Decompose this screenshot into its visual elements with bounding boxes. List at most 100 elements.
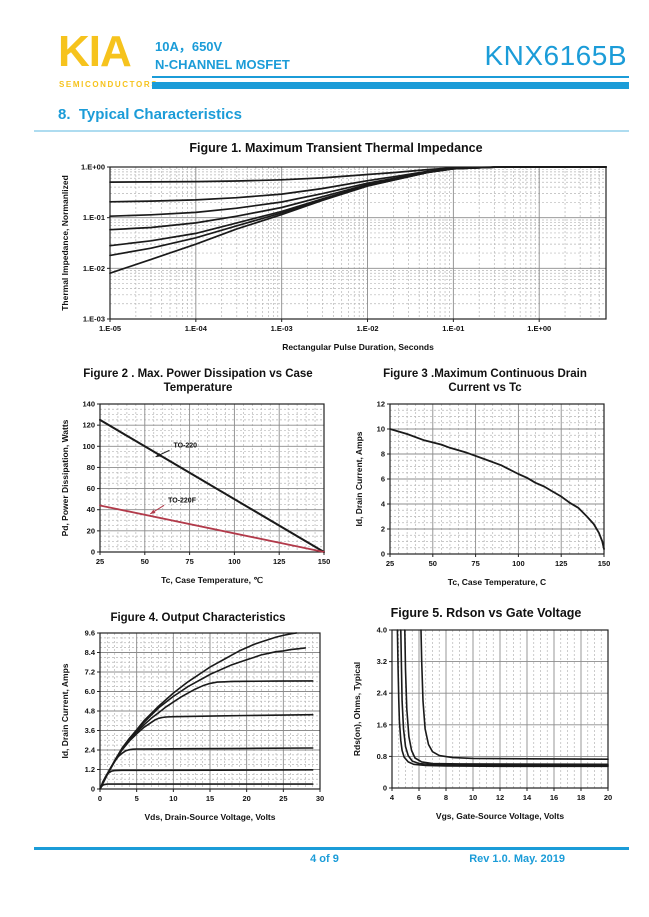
svg-text:25: 25 <box>279 794 287 803</box>
part-number: KNX6165B <box>484 40 627 71</box>
svg-text:2: 2 <box>381 524 385 533</box>
footer-page-number: 4 of 9 <box>310 853 339 865</box>
svg-text:1.E-04: 1.E-04 <box>185 324 208 333</box>
svg-text:1.E-01: 1.E-01 <box>442 324 464 333</box>
fig5-svg: 4 6 8 10 12 14 16 18 20 0 0.8 1.6 2.4 3.2 4.0 Vgs, Gate… <box>352 625 612 821</box>
svg-text:1.E-03: 1.E-03 <box>271 324 293 333</box>
footer-rule <box>34 847 629 850</box>
svg-text:1.E-01: 1.E-01 <box>83 213 105 222</box>
svg-text:125: 125 <box>555 559 568 568</box>
svg-text:1.E-05: 1.E-05 <box>99 324 121 333</box>
svg-text:Id, Drain Current, Amps: Id, Drain Current, Amps <box>354 431 364 526</box>
svg-text:8.4: 8.4 <box>85 648 96 657</box>
section-title: 8. Typical Characteristics <box>58 106 242 123</box>
svg-text:75: 75 <box>185 557 193 566</box>
svg-text:Id, Drain Current, Amps: Id, Drain Current, Amps <box>60 664 70 759</box>
svg-text:2.4: 2.4 <box>85 746 96 755</box>
header-thin-rule <box>152 76 629 78</box>
svg-text:50: 50 <box>429 559 437 568</box>
svg-text:10: 10 <box>377 424 385 433</box>
svg-text:50: 50 <box>141 557 149 566</box>
figure-5: Figure 5. Rdson vs Gate Voltage 4 6 8 10 12 1… <box>350 606 622 824</box>
svg-text:7.2: 7.2 <box>85 668 95 677</box>
svg-text:100: 100 <box>82 442 95 451</box>
svg-text:3.2: 3.2 <box>377 657 387 666</box>
svg-text:9.6: 9.6 <box>85 629 95 638</box>
svg-text:4.0: 4.0 <box>377 625 387 634</box>
header-bar <box>152 82 629 89</box>
kia-logo: KIA <box>58 27 132 76</box>
svg-text:Thermal Impedance, Normanlized: Thermal Impedance, Normanlized <box>60 175 70 311</box>
svg-text:1.2: 1.2 <box>85 765 95 774</box>
svg-text:TO-220: TO-220 <box>173 442 197 449</box>
svg-text:0: 0 <box>98 794 102 803</box>
figure-2-chart: 25 50 75 100 125 150 0 20 40 60 80 100 120 140 Tc, Cas… <box>58 398 338 588</box>
svg-text:10: 10 <box>469 793 477 802</box>
fig3-svg: 25 50 75 100 125 150 0 2 4 6 8 10 12 Tc, Case Tempera… <box>354 399 610 587</box>
svg-text:15: 15 <box>206 794 214 803</box>
figure-1-chart: 1.E-05 1.E-04 1.E-03 1.E-02 1.E-01 1.E+00 1.E+… <box>56 159 616 355</box>
figure-3-chart: 25 50 75 100 125 150 0 2 4 6 8 10 12 Tc, Case Tempera… <box>352 398 618 590</box>
svg-text:1.E-03: 1.E-03 <box>83 314 105 323</box>
svg-text:Vds, Drain-Source Voltage, Vol: Vds, Drain-Source Voltage, Volts <box>145 812 276 822</box>
svg-text:8: 8 <box>381 449 385 458</box>
svg-text:120: 120 <box>82 420 95 429</box>
svg-text:14: 14 <box>523 793 532 802</box>
svg-text:6.0: 6.0 <box>85 687 95 696</box>
svg-text:20: 20 <box>604 793 612 802</box>
svg-text:40: 40 <box>87 505 95 514</box>
svg-text:Tc, Case Temperature, ℃: Tc, Case Temperature, ℃ <box>161 575 263 585</box>
svg-text:150: 150 <box>318 557 331 566</box>
svg-text:30: 30 <box>316 794 324 803</box>
device-spec: 10A，650V N-CHANNEL MOSFET <box>155 38 290 73</box>
svg-text:1.E-02: 1.E-02 <box>83 263 105 272</box>
device-rating: 10A，650V <box>155 39 223 54</box>
svg-text:18: 18 <box>577 793 585 802</box>
svg-text:0: 0 <box>381 549 385 558</box>
svg-text:10: 10 <box>169 794 177 803</box>
svg-text:140: 140 <box>82 399 95 408</box>
figure-5-chart: 4 6 8 10 12 14 16 18 20 0 0.8 1.6 2.4 3.2 4.0 Vgs, Gate… <box>350 624 622 824</box>
svg-text:75: 75 <box>471 559 479 568</box>
figure-4: Figure 4. Output Characteristics 0 5 10 15 2… <box>58 611 338 825</box>
svg-text:5: 5 <box>135 794 139 803</box>
svg-text:1.6: 1.6 <box>377 720 387 729</box>
svg-text:Rectangular Pulse Duration, Se: Rectangular Pulse Duration, Seconds <box>282 342 434 352</box>
fig1-svg: 1.E-05 1.E-04 1.E-03 1.E-02 1.E-01 1.E+00 1.E+… <box>60 162 607 352</box>
svg-text:125: 125 <box>273 557 286 566</box>
svg-text:0: 0 <box>91 547 95 556</box>
svg-text:16: 16 <box>550 793 558 802</box>
svg-text:25: 25 <box>386 559 394 568</box>
figure-4-chart: 0 5 10 15 20 25 30 0 1.2 2.4 3.6 4.8 6.0 7.2 8.4 9.6 Vds… <box>58 627 338 825</box>
svg-text:4.8: 4.8 <box>85 707 95 716</box>
device-type: N-CHANNEL MOSFET <box>155 56 290 72</box>
svg-text:4: 4 <box>390 793 395 802</box>
svg-text:TO-220F: TO-220F <box>168 497 197 504</box>
svg-text:20: 20 <box>87 526 95 535</box>
svg-text:0: 0 <box>91 785 95 794</box>
figure-2: Figure 2 . Max. Power Dissipation vs Cas… <box>58 367 338 588</box>
svg-text:2.4: 2.4 <box>377 688 388 697</box>
svg-text:0: 0 <box>383 783 387 792</box>
svg-text:1.E+00: 1.E+00 <box>527 324 551 333</box>
svg-text:12: 12 <box>496 793 504 802</box>
svg-text:6: 6 <box>417 793 421 802</box>
svg-text:6: 6 <box>381 474 385 483</box>
svg-text:80: 80 <box>87 463 95 472</box>
section-underline <box>34 130 629 132</box>
footer-revision: Rev 1.0. May. 2019 <box>469 853 565 865</box>
svg-text:4: 4 <box>381 499 386 508</box>
svg-text:60: 60 <box>87 484 95 493</box>
svg-text:20: 20 <box>242 794 250 803</box>
figure-3-title: Figure 3 .Maximum Continuous Drain Curre… <box>383 368 587 395</box>
figure-1-title: Figure 1. Maximum Transient Thermal Impe… <box>189 141 483 155</box>
fig4-svg: 0 5 10 15 20 25 30 0 1.2 2.4 3.6 4.8 6.0 7.2 8.4 9.6 Vds… <box>60 629 324 823</box>
figure-4-title: Figure 4. Output Characteristics <box>110 612 286 624</box>
fig2-svg: 25 50 75 100 125 150 0 20 40 60 80 100 120 140 Tc, Cas… <box>60 399 331 585</box>
figure-1: Figure 1. Maximum Transient Thermal Impe… <box>56 141 616 355</box>
svg-text:100: 100 <box>228 557 241 566</box>
svg-text:12: 12 <box>377 399 385 408</box>
svg-text:1.E-02: 1.E-02 <box>356 324 378 333</box>
svg-text:1.E+00: 1.E+00 <box>81 162 105 171</box>
